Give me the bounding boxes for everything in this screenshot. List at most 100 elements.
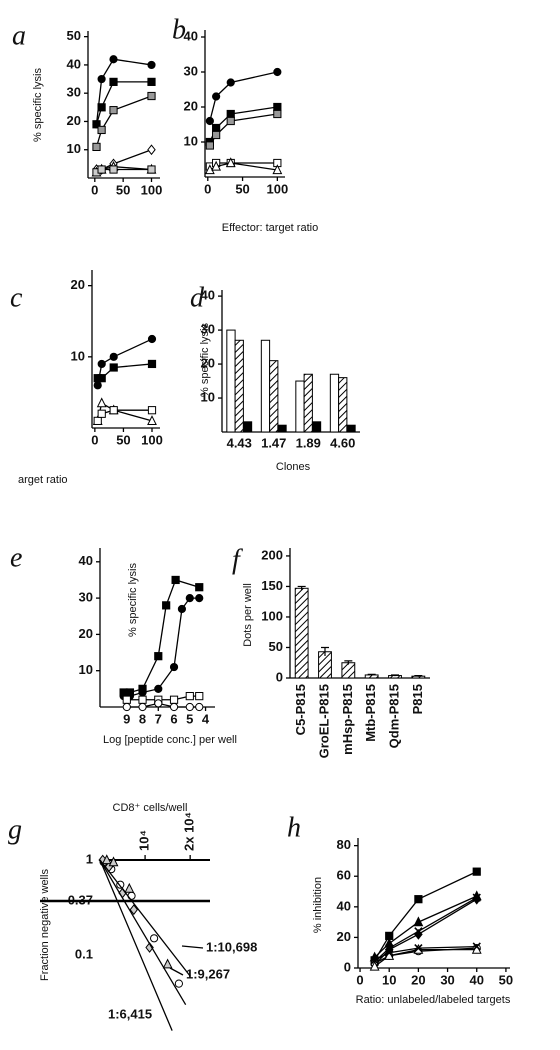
x-tick-label: 5 <box>186 711 193 726</box>
series-line <box>209 71 278 122</box>
x-axis-label: Ratio: unlabeled/labeled targets <box>356 994 511 1006</box>
marker <box>273 102 282 112</box>
x-tick-label: 4.43 <box>227 435 252 450</box>
y-tick-label: 40 <box>184 28 198 43</box>
x-tick-label: Mtb-P815 <box>363 684 378 742</box>
x-tick-label: 8 <box>139 711 146 726</box>
x-tick-label: 4 <box>202 711 210 726</box>
marker <box>97 74 106 84</box>
marker <box>138 688 147 697</box>
arrow <box>169 967 184 976</box>
y-tick-label: 10 <box>184 133 198 148</box>
x-tick-label: 50 <box>499 972 513 987</box>
x-tick-label: 100 <box>266 181 288 196</box>
series-line <box>99 859 191 977</box>
marker <box>138 702 147 712</box>
marker <box>138 695 147 704</box>
marker <box>97 359 106 369</box>
y-tick-label: 20 <box>201 355 215 370</box>
panel-letter: b <box>172 14 186 45</box>
y-tick-label: 1 <box>86 851 93 866</box>
x-tick-label: 9 <box>123 711 130 726</box>
marker <box>185 692 194 701</box>
error-bar <box>321 646 329 657</box>
x-tick-label: 40 <box>470 972 484 987</box>
marker <box>195 692 204 701</box>
panel-letter: c <box>10 282 23 313</box>
marker <box>147 91 156 101</box>
y-tick-label: 10 <box>201 389 215 404</box>
y-tick-label: 40 <box>67 56 81 71</box>
marker <box>147 77 156 86</box>
error-bar <box>414 674 423 677</box>
marker <box>109 106 118 115</box>
arrow <box>181 945 204 949</box>
marker <box>108 856 119 867</box>
marker <box>212 92 221 101</box>
series-line <box>95 81 152 125</box>
bar <box>242 421 253 433</box>
y-axis-label: % inhibition <box>312 877 324 933</box>
error-bar <box>367 673 376 676</box>
panel-letter: f <box>232 544 243 575</box>
marker <box>93 381 102 390</box>
marker <box>272 164 283 175</box>
x-axis-label: Clones <box>276 461 311 473</box>
marker <box>97 103 106 112</box>
y-tick-label: 10 <box>79 662 93 677</box>
marker <box>154 652 163 661</box>
x-tick-label: 0 <box>91 182 98 197</box>
marker <box>472 867 481 876</box>
y-tick-label: 50 <box>67 28 81 43</box>
y-axis-label: % specific lysis <box>199 323 211 397</box>
marker <box>177 604 187 614</box>
y-tick-label: 20 <box>71 277 85 292</box>
marker <box>124 882 135 893</box>
x-tick-label: 50 <box>116 182 130 197</box>
marker <box>92 120 101 129</box>
y-tick-label: 0.1 <box>75 946 93 961</box>
marker <box>162 958 173 969</box>
y-axis-label: % specific lysis <box>127 563 139 637</box>
panel-letter: a <box>12 20 26 51</box>
marker <box>211 160 222 171</box>
y-tick-label: 60 <box>337 868 351 883</box>
marker <box>195 583 204 592</box>
marker <box>97 374 106 383</box>
bar <box>277 424 287 433</box>
marker <box>109 55 118 64</box>
marker <box>122 695 131 704</box>
error-bar <box>344 660 353 665</box>
bar <box>341 662 356 679</box>
marker <box>162 601 171 610</box>
y-tick-label: 20 <box>337 929 351 944</box>
series-line <box>99 859 187 1006</box>
marker <box>154 684 163 693</box>
marker <box>369 960 380 971</box>
x-tick-label: 30 <box>440 972 454 987</box>
marker <box>92 142 101 152</box>
marker <box>205 141 214 150</box>
bar <box>338 377 348 433</box>
marker <box>472 942 481 951</box>
marker <box>97 125 106 135</box>
marker <box>414 895 423 904</box>
x-tick-label: 1.89 <box>296 435 321 450</box>
marker <box>212 123 221 133</box>
marker <box>109 77 118 86</box>
x-tick-label: 10 <box>382 972 396 987</box>
series-line <box>374 871 478 961</box>
x-tick-label: 0 <box>204 181 211 196</box>
marker <box>109 406 118 415</box>
marker <box>226 116 235 126</box>
error-bar <box>297 585 306 591</box>
marker <box>273 67 282 77</box>
marker <box>97 409 106 418</box>
y-tick-label: 30 <box>184 63 198 78</box>
marker <box>147 165 156 174</box>
y-tick-label: 80 <box>337 837 351 852</box>
marker <box>185 593 194 603</box>
marker <box>109 363 118 372</box>
series-line <box>374 895 478 958</box>
